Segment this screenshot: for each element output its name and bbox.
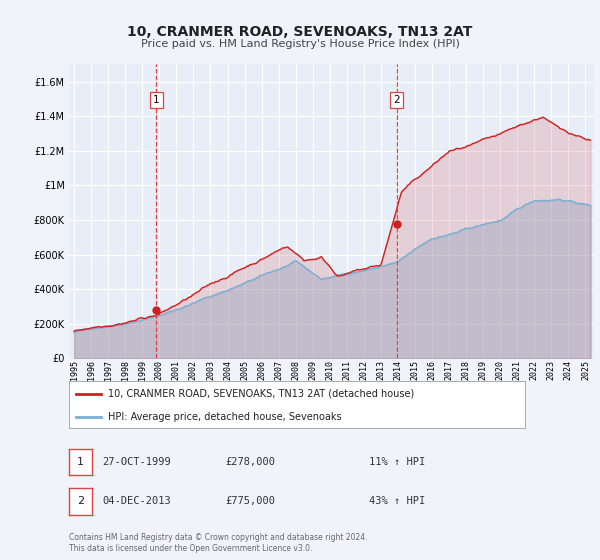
Text: 10, CRANMER ROAD, SEVENOAKS, TN13 2AT: 10, CRANMER ROAD, SEVENOAKS, TN13 2AT [127, 25, 473, 39]
Text: 10, CRANMER ROAD, SEVENOAKS, TN13 2AT (detached house): 10, CRANMER ROAD, SEVENOAKS, TN13 2AT (d… [108, 389, 414, 399]
Text: 2: 2 [394, 95, 400, 105]
Text: 11% ↑ HPI: 11% ↑ HPI [369, 457, 425, 467]
Point [151, 306, 161, 315]
Text: HPI: Average price, detached house, Sevenoaks: HPI: Average price, detached house, Seve… [108, 412, 341, 422]
Text: 1: 1 [153, 95, 160, 105]
Text: 27-OCT-1999: 27-OCT-1999 [102, 457, 171, 467]
Point [392, 220, 401, 229]
Text: Price paid vs. HM Land Registry's House Price Index (HPI): Price paid vs. HM Land Registry's House … [140, 39, 460, 49]
Text: Contains HM Land Registry data © Crown copyright and database right 2024.
This d: Contains HM Land Registry data © Crown c… [69, 533, 367, 553]
Text: £278,000: £278,000 [225, 457, 275, 467]
Text: 2: 2 [77, 496, 84, 506]
Text: 1: 1 [77, 457, 84, 467]
Text: £775,000: £775,000 [225, 496, 275, 506]
Text: 04-DEC-2013: 04-DEC-2013 [102, 496, 171, 506]
Text: 43% ↑ HPI: 43% ↑ HPI [369, 496, 425, 506]
